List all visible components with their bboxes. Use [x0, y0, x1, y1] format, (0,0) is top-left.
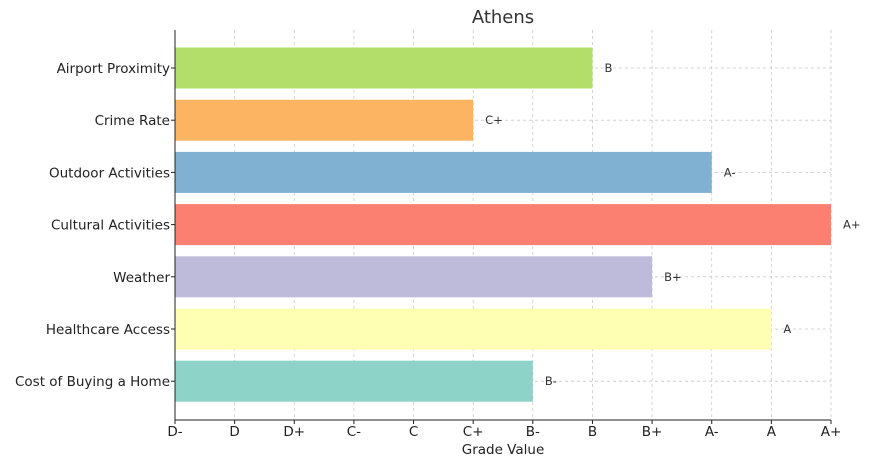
bar: [175, 47, 593, 89]
y-tick-label: Crime Rate: [95, 113, 170, 129]
y-tick-label: Airport Proximity: [57, 61, 170, 77]
y-tick-label: Weather: [113, 270, 170, 286]
x-tick-label: D-: [167, 424, 182, 440]
x-tick-label: C: [409, 424, 418, 440]
y-tick-label: Cost of Buying a Home: [15, 374, 170, 390]
x-tick-label: C-: [347, 424, 361, 440]
bar: [175, 308, 772, 350]
y-tick-label: Cultural Activities: [51, 218, 170, 234]
y-tick-label: Outdoor Activities: [49, 165, 170, 181]
x-axis-label: Grade Value: [462, 442, 545, 458]
data-label: B+: [664, 270, 682, 284]
x-tick-label: C+: [463, 424, 484, 440]
x-tick-label: A+: [821, 424, 842, 440]
data-label: A: [783, 322, 791, 336]
bar: [175, 256, 653, 298]
bar: [175, 151, 712, 193]
x-tick-label: A: [767, 424, 777, 440]
x-tick-label: D: [229, 424, 239, 440]
axis-layer: Airport Proximity Crime Rate Outdoor Activ…: [15, 30, 841, 440]
x-tick-label: D+: [283, 424, 305, 440]
chart-title: Athens: [472, 7, 534, 28]
bar: [175, 360, 533, 402]
y-tick-label: Healthcare Access: [46, 322, 170, 338]
x-tick-label: A-: [705, 424, 719, 440]
data-label: C+: [485, 113, 503, 127]
data-label: A-: [724, 165, 736, 179]
x-tick-label: B+: [642, 424, 663, 440]
data-label: B: [604, 61, 612, 75]
data-label: A+: [843, 218, 861, 232]
bar: [175, 204, 831, 246]
bar: [175, 99, 474, 141]
x-tick-label: B: [588, 424, 597, 440]
x-tick-label: B-: [526, 424, 540, 440]
bar-layer: B C+ A- A+ B+ A B-: [175, 47, 861, 402]
data-label: B-: [545, 374, 557, 388]
